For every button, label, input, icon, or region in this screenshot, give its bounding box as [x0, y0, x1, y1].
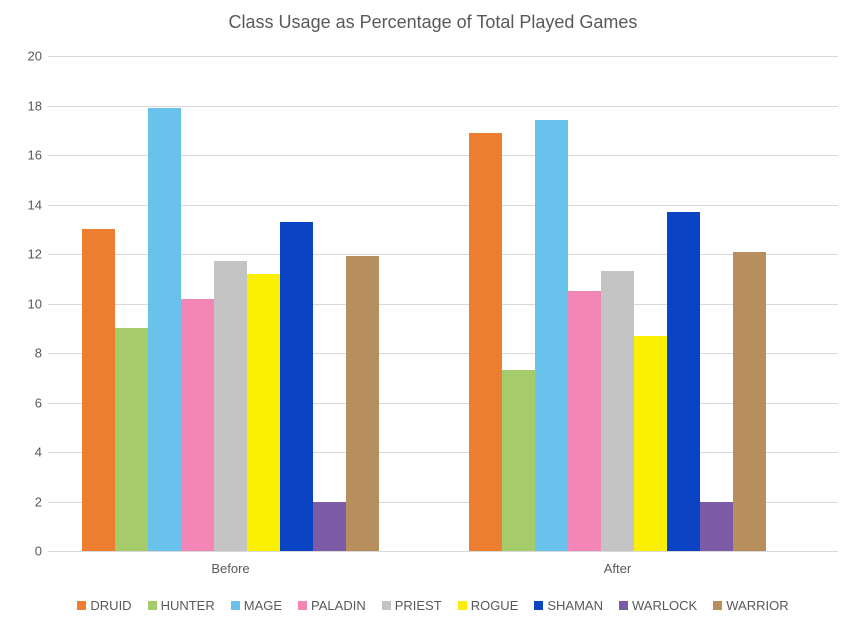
y-axis-tick-label: 20	[12, 49, 42, 64]
legend-item-warrior: WARRIOR	[713, 598, 788, 613]
bar-warlock-after	[700, 502, 733, 552]
bar-warrior-after	[733, 252, 766, 551]
bar-shaman-after	[667, 212, 700, 551]
y-axis-tick-label: 0	[12, 544, 42, 559]
bar-warlock-before	[313, 502, 346, 552]
bar-mage-after	[535, 120, 568, 551]
legend-item-hunter: HUNTER	[148, 598, 215, 613]
legend-label: PALADIN	[311, 598, 366, 613]
bar-paladin-after	[568, 291, 601, 551]
legend-label: PRIEST	[395, 598, 442, 613]
legend-item-shaman: SHAMAN	[534, 598, 603, 613]
legend-label: HUNTER	[161, 598, 215, 613]
legend-item-druid: DRUID	[77, 598, 131, 613]
legend-swatch-shaman	[534, 601, 543, 610]
legend-swatch-warrior	[713, 601, 722, 610]
y-axis-tick-label: 6	[12, 395, 42, 410]
legend-swatch-paladin	[298, 601, 307, 610]
legend-label: MAGE	[244, 598, 282, 613]
bar-rogue-after	[634, 336, 667, 551]
gridline	[48, 56, 838, 57]
legend-label: ROGUE	[471, 598, 519, 613]
y-axis-tick-label: 16	[12, 148, 42, 163]
bar-paladin-before	[181, 299, 214, 551]
y-axis-tick-label: 12	[12, 247, 42, 262]
bar-druid-after	[469, 133, 502, 551]
legend-item-rogue: ROGUE	[458, 598, 519, 613]
legend-label: WARLOCK	[632, 598, 697, 613]
bar-hunter-after	[502, 370, 535, 551]
y-axis-tick-label: 2	[12, 494, 42, 509]
legend-swatch-rogue	[458, 601, 467, 610]
bar-rogue-before	[247, 274, 280, 551]
plot-area: 02468101214161820BeforeAfter	[48, 56, 838, 551]
bar-mage-before	[148, 108, 181, 551]
legend: DRUID HUNTER MAGE PALADIN PRIEST ROGUE SHAMAN W…	[0, 598, 866, 613]
legend-item-priest: PRIEST	[382, 598, 442, 613]
x-axis-category-label: After	[604, 561, 631, 576]
legend-swatch-priest	[382, 601, 391, 610]
bar-warrior-before	[346, 256, 379, 551]
legend-label: SHAMAN	[547, 598, 603, 613]
legend-item-mage: MAGE	[231, 598, 282, 613]
x-axis-category-label: Before	[211, 561, 249, 576]
legend-label: DRUID	[90, 598, 131, 613]
bar-druid-before	[82, 229, 115, 551]
bar-priest-before	[214, 261, 247, 551]
legend-label: WARRIOR	[726, 598, 788, 613]
gridline	[48, 551, 838, 552]
bar-shaman-before	[280, 222, 313, 551]
y-axis-tick-label: 18	[12, 98, 42, 113]
bar-hunter-before	[115, 328, 148, 551]
legend-swatch-warlock	[619, 601, 628, 610]
chart-title: Class Usage as Percentage of Total Playe…	[0, 12, 866, 33]
legend-item-warlock: WARLOCK	[619, 598, 697, 613]
gridline	[48, 106, 838, 107]
chart-container: Class Usage as Percentage of Total Playe…	[0, 0, 866, 623]
y-axis-tick-label: 14	[12, 197, 42, 212]
y-axis-tick-label: 8	[12, 346, 42, 361]
bar-priest-after	[601, 271, 634, 551]
legend-swatch-druid	[77, 601, 86, 610]
y-axis-tick-label: 10	[12, 296, 42, 311]
legend-swatch-mage	[231, 601, 240, 610]
legend-swatch-hunter	[148, 601, 157, 610]
legend-item-paladin: PALADIN	[298, 598, 366, 613]
y-axis-tick-label: 4	[12, 445, 42, 460]
